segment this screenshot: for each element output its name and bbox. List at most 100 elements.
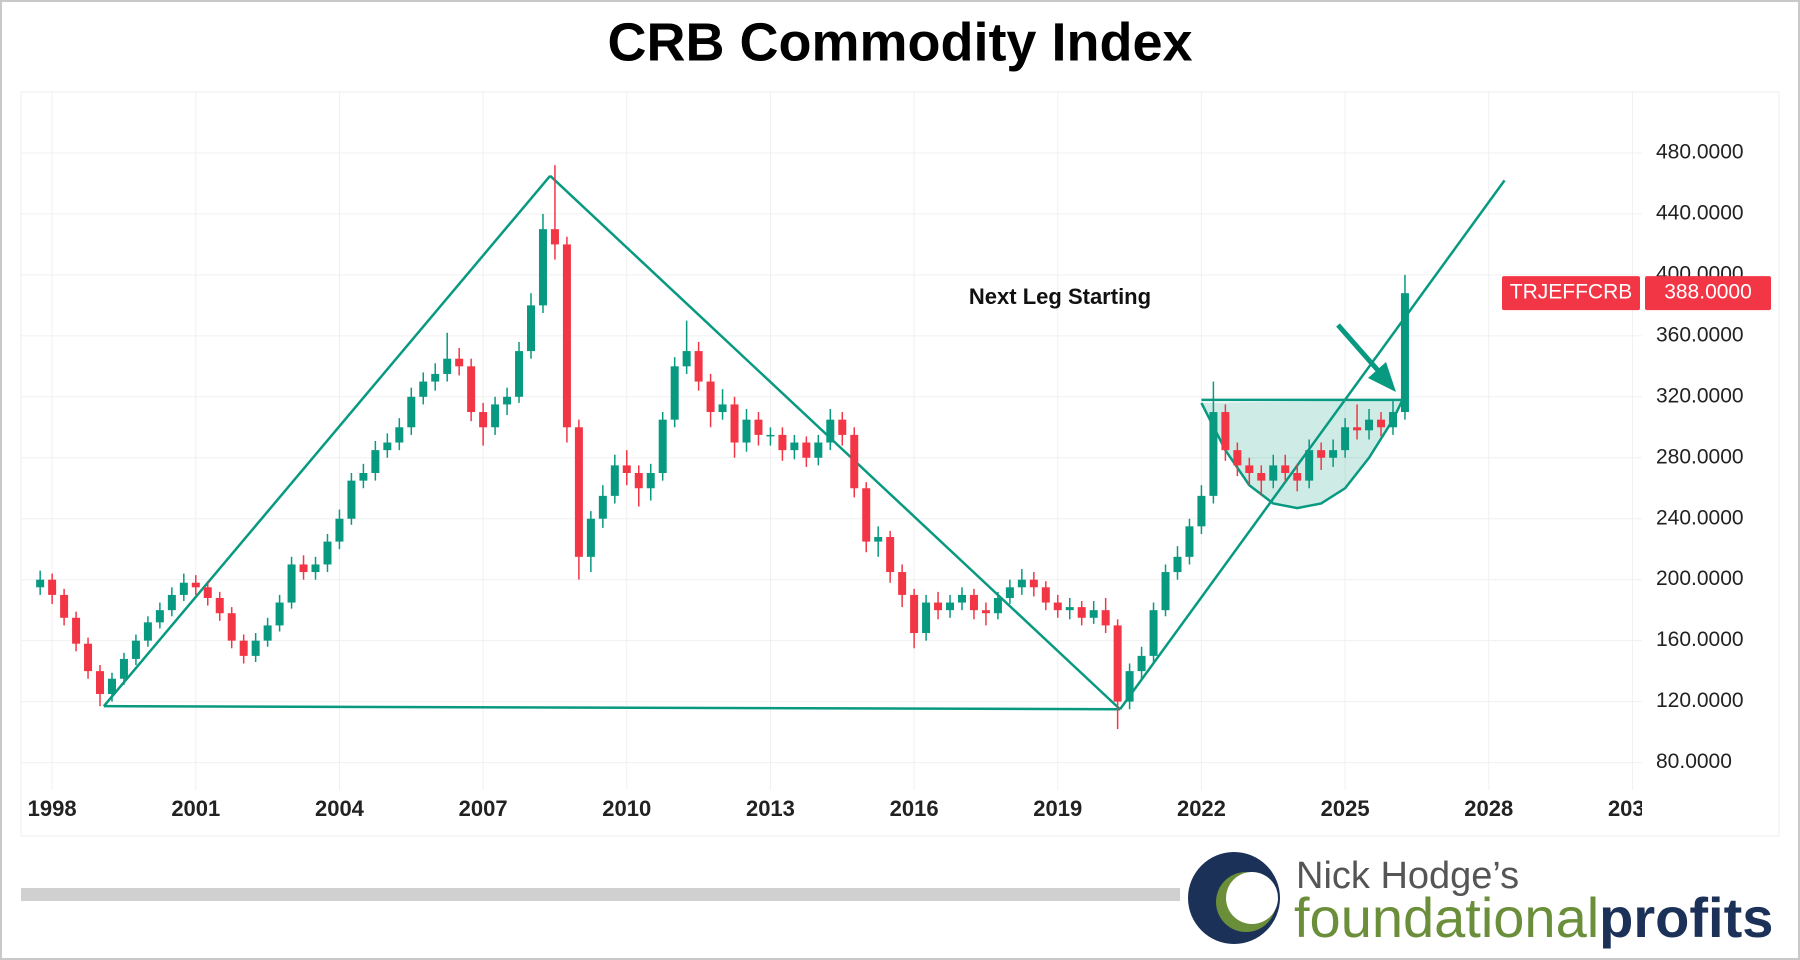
arrow-shaft [1336,323,1384,377]
candle-body [1041,587,1050,603]
y-tick-label: 80.0000 [1656,750,1732,773]
x-tick-label: 1998 [28,796,77,821]
candle-body [1400,293,1409,413]
candle-body [143,622,152,641]
y-tick-label: 120.0000 [1656,689,1744,712]
y-tick-label: 160.0000 [1656,628,1744,651]
y-tick-label: 480.0000 [1656,141,1744,164]
candle-body [36,579,45,588]
candle-body [658,419,667,474]
x-tick-label: 2016 [890,796,939,821]
candle-body [239,640,248,656]
candle-body [287,564,296,603]
annotation: Next Leg Starting [969,284,1151,309]
candle-body [527,305,536,352]
chart-panel [20,91,1780,837]
candle-body [1377,419,1386,428]
candle-body [730,404,739,443]
candle-body [72,617,81,644]
candle-body [1005,587,1014,598]
x-tick-label: 2010 [602,796,651,821]
candle-body [347,480,356,519]
candle-body [1101,610,1110,626]
candle-body [275,602,284,626]
candle-body [1029,579,1038,588]
candle-body [443,358,452,374]
candle-body [1149,610,1158,656]
x-tick-label: 2004 [315,796,365,821]
candle-body [227,613,236,641]
price-tag-value-bg [1645,276,1771,311]
y-tick-label: 200.0000 [1656,567,1744,590]
candle-body [910,594,919,634]
price-tag-value: 388.0000 [1664,281,1752,304]
candle-body [646,473,655,489]
logo-word2: profits [1599,886,1773,949]
candle-body [107,678,116,694]
candle-body [1293,473,1302,481]
candle-body [790,442,799,451]
candle-body [1125,671,1134,702]
candle-body [155,610,164,623]
candle-body [562,244,571,428]
x-tick-label: 2013 [746,796,795,821]
x-tick-label: 2019 [1033,796,1082,821]
candle-body [874,537,883,542]
candle-body [838,419,847,435]
candle-body [634,473,643,489]
candle-body [1185,526,1194,557]
candle-body [455,358,464,367]
candle-body [586,518,595,557]
trendline [1119,179,1506,710]
candle-body [754,419,763,435]
candle-body [622,465,631,474]
candle-body [934,602,943,611]
price-tag-name: TRJEFFCRB [1510,281,1633,304]
y-tick-label: 360.0000 [1656,323,1744,346]
logo-wordmark: foundationalprofits [1294,886,1773,949]
scrollbar [21,888,1180,901]
candle-body [419,381,428,397]
candle-body [503,396,512,405]
x-tick-label: 2022 [1177,796,1226,821]
candle-body [299,564,308,573]
candle-body [335,518,344,542]
candle-body [263,625,272,641]
candle-body [131,640,140,659]
candle-body [1281,465,1290,474]
candle-body [814,442,823,458]
x-tick-label: 2025 [1321,796,1370,821]
candle-body [1221,412,1230,451]
candle-body [898,572,907,595]
candle-body [1245,465,1254,474]
candle-body [191,582,200,588]
candle-body [203,587,212,598]
candle-body [550,229,559,245]
candle-body [886,537,895,573]
candle-body [598,495,607,519]
candle-body [1388,412,1397,428]
candle-body [969,594,978,611]
candle-body [981,610,990,614]
candle-body [1053,602,1062,611]
candle-body [802,442,811,458]
x-tick-label: 2028 [1464,796,1513,821]
candle-body [538,229,547,306]
candle-body [850,434,859,489]
trendline [549,174,1121,711]
x-axis: 1998 2001 2004 2007 2010 2013 2016 2019 2022 2025… [28,796,1642,821]
candle-body [610,465,619,496]
candle-body [1077,607,1086,618]
logo-inner [1226,872,1278,924]
candle-body [778,434,787,451]
candle-body [371,450,380,474]
candle-body [167,594,176,611]
y-tick-label: 440.0000 [1656,201,1744,224]
candle-body [1305,450,1314,481]
candle-body [431,373,440,382]
candle-body [1365,419,1374,431]
candle-body [742,419,751,443]
y-axis: 80.0000 120.0000 160.0000 200.0000 240.0000 2… [1656,141,1744,774]
candle-body [922,602,931,634]
